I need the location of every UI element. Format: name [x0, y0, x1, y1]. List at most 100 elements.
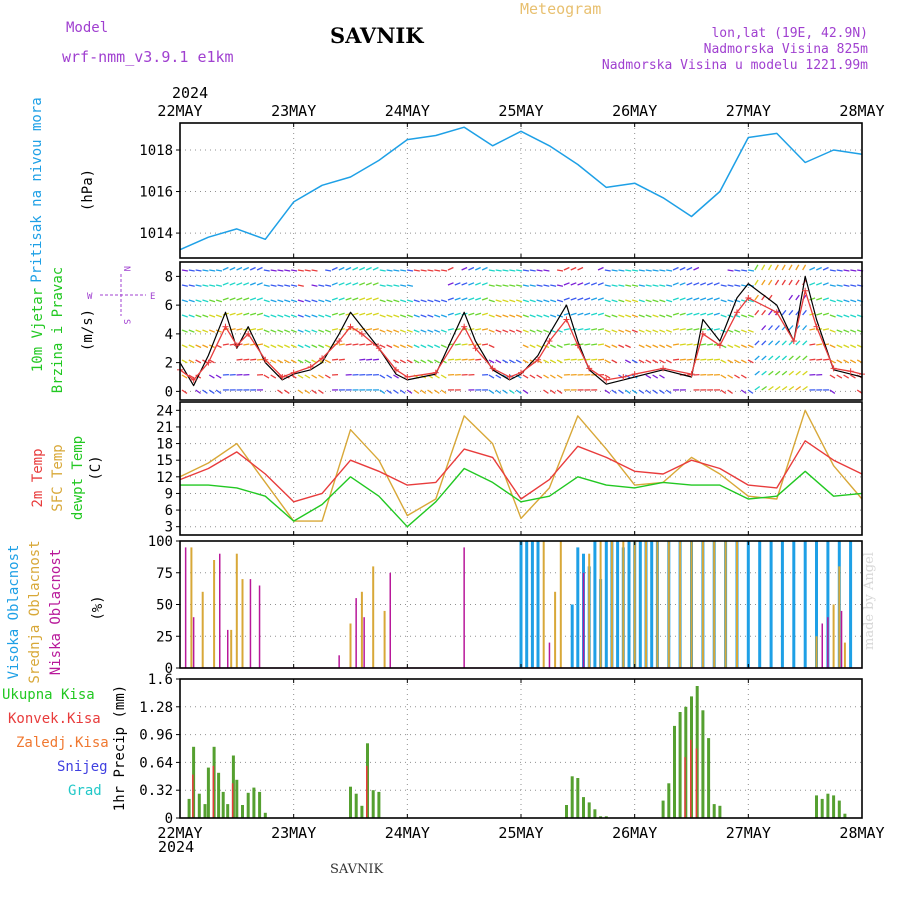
wind-barb — [543, 389, 549, 394]
wind-barb — [686, 328, 693, 331]
wind-barb — [496, 345, 501, 348]
wind-barb — [481, 312, 488, 316]
wind-barb — [652, 359, 659, 364]
precip-total-bar — [258, 791, 262, 818]
wind-barb — [734, 329, 741, 333]
wind-barb — [543, 329, 550, 333]
wind-barb — [365, 297, 373, 301]
wind-barb — [556, 284, 564, 287]
wind-barb — [740, 389, 747, 394]
precip-total-bar — [837, 800, 841, 818]
wind-barb — [536, 329, 543, 333]
wind-ylabel-2: Brzina i Pravac — [50, 267, 66, 393]
precip-legend-item: Grad — [68, 783, 102, 799]
wind-barb — [386, 299, 393, 303]
wind-barb — [318, 284, 325, 287]
wind-barb — [202, 299, 209, 303]
precip-total-bar — [371, 790, 375, 818]
y-tick-label: 0 — [165, 811, 173, 827]
wind-barb — [802, 355, 808, 361]
wind-barb — [365, 282, 372, 286]
wind-barb — [522, 389, 529, 394]
precip-total-bar — [206, 767, 210, 818]
wind-barb — [590, 282, 598, 286]
wind-barb — [270, 299, 277, 303]
wind-barb — [645, 269, 652, 272]
wind-barb — [816, 312, 823, 316]
y-tick-label: 12 — [156, 470, 173, 486]
dewpoint-ylabel: dewpt Temp — [70, 436, 86, 520]
wind-barb — [386, 269, 393, 272]
wind-barb — [563, 328, 570, 331]
cloud-bar — [530, 541, 534, 668]
wind-barb — [393, 299, 400, 303]
wind-barb — [549, 359, 556, 364]
wind-barb — [277, 299, 284, 303]
compass-north: N — [121, 266, 131, 271]
wind-barb — [666, 269, 673, 272]
wind-barb — [195, 299, 202, 303]
wind-barb — [379, 344, 386, 349]
wind-barb — [550, 270, 556, 271]
wind-barb — [844, 390, 849, 393]
wind-barb — [666, 299, 673, 303]
sfc-temp-ylabel: SFC Temp — [50, 444, 66, 511]
wind-barb — [386, 284, 393, 287]
cloud-bar — [724, 541, 727, 668]
wind-barb — [570, 297, 577, 301]
cloud-bar — [650, 541, 654, 668]
wind-barb — [509, 329, 516, 333]
wind-barb — [624, 374, 631, 379]
wind-barb — [400, 269, 407, 272]
wind-barb — [734, 344, 741, 349]
wind-barb — [706, 282, 713, 286]
wind-barb — [311, 299, 318, 303]
wind-barb — [475, 297, 482, 301]
wind-barb — [672, 266, 679, 271]
wind-barb — [495, 299, 502, 303]
y-tick-label: 0.32 — [139, 783, 173, 799]
cloud-bar — [383, 610, 386, 668]
precip-conv-bar — [212, 765, 215, 818]
wind-barb — [209, 284, 216, 287]
wind-barb — [454, 358, 461, 361]
wind-barb — [727, 329, 734, 333]
wind-barb — [727, 359, 734, 364]
wind-barb — [618, 389, 624, 394]
wind-barb — [427, 314, 434, 318]
wind-barb — [250, 358, 257, 361]
wind-barb — [727, 344, 734, 349]
wind-barb — [659, 284, 666, 287]
cloud-bar — [349, 623, 352, 668]
wind-barb — [400, 284, 407, 287]
wind-barb — [181, 344, 188, 349]
wind-barb — [495, 329, 502, 333]
credit-label: made by Angel — [862, 552, 877, 650]
wind-barb — [277, 314, 284, 318]
wind-barb — [570, 312, 577, 316]
wind-barb — [686, 282, 693, 286]
wind-barb — [229, 297, 236, 301]
cloud-bar — [570, 604, 574, 668]
cloud-bar — [554, 591, 557, 668]
wind-barb — [516, 284, 523, 287]
wind-barb — [481, 282, 488, 286]
wind-barb — [181, 374, 188, 379]
wind-barb — [761, 279, 766, 286]
wind-barb — [290, 329, 297, 333]
wind-barb — [836, 269, 843, 272]
wind-barb — [338, 297, 345, 301]
wind-barb — [509, 359, 516, 364]
wind-barb — [829, 389, 836, 394]
pressure-unit: (hPa) — [80, 169, 96, 211]
wind-barb — [393, 344, 400, 349]
y-tick-label: 0.96 — [139, 728, 173, 744]
wind-barb — [209, 299, 216, 303]
wind-barb — [188, 359, 195, 364]
wind-barb — [236, 312, 243, 316]
wind-unit: (m/s) — [80, 309, 96, 351]
wind-barb — [577, 297, 584, 301]
wind-barb — [645, 314, 652, 318]
wind-barb — [427, 389, 433, 394]
precip-total-bar — [701, 710, 705, 818]
